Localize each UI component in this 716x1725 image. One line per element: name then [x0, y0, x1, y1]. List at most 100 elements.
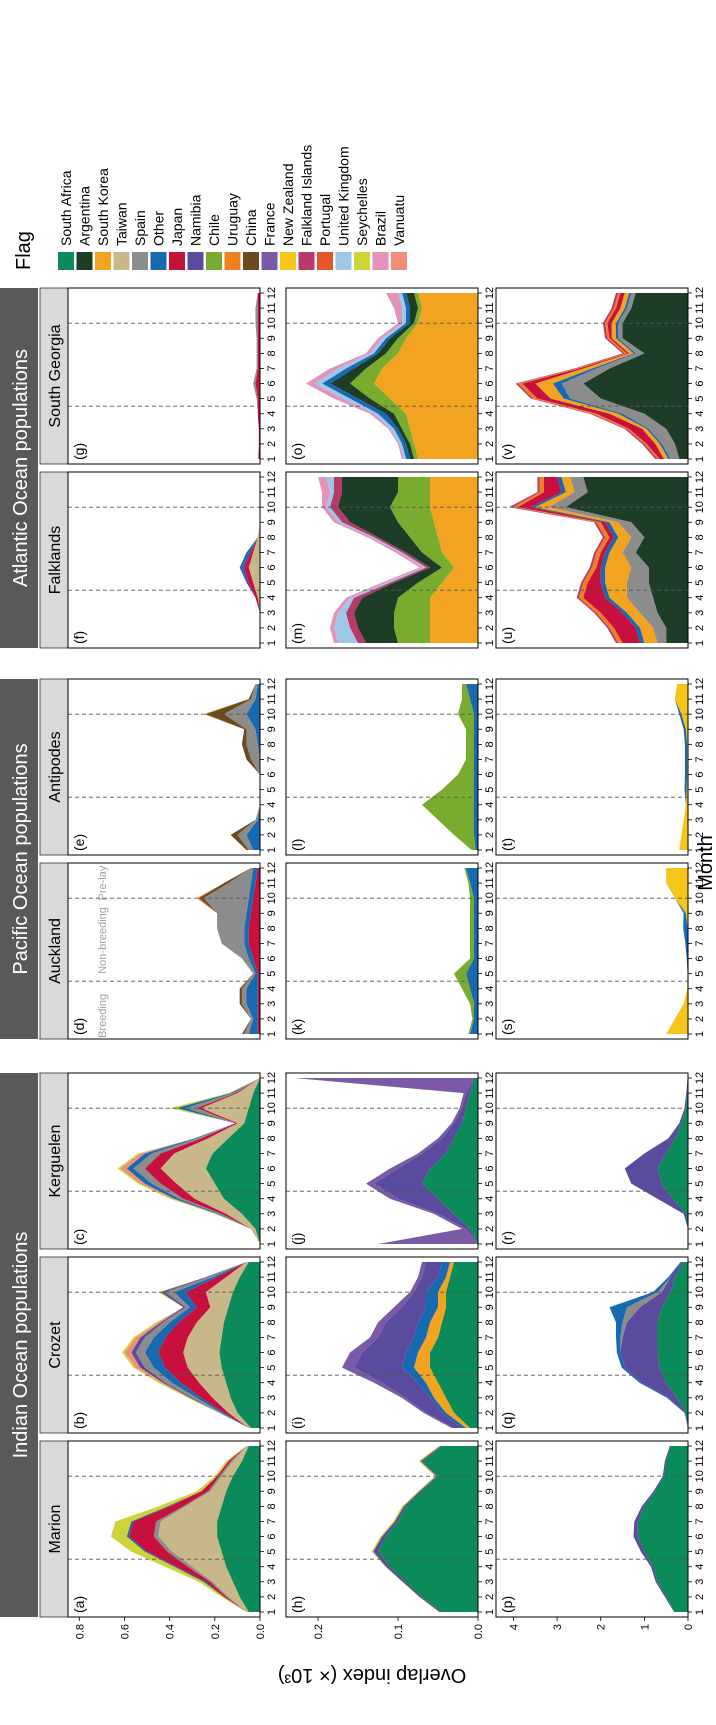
legend-label: Portugal: [317, 194, 333, 246]
x-tick-label: 12: [694, 1256, 706, 1268]
x-tick-label: 11: [694, 693, 706, 704]
phase-label-breeding: Breeding: [97, 994, 109, 1038]
x-tick-label: 9: [484, 1120, 496, 1126]
x-tick-label: 8: [266, 1135, 278, 1141]
x-tick-label: 7: [484, 365, 496, 371]
area-other: [402, 1262, 466, 1428]
strip-label-auckland: Auckland: [47, 918, 64, 984]
area-spain: [620, 1262, 688, 1428]
panel-frame: [67, 287, 261, 465]
x-tick-label: 10: [484, 892, 496, 904]
area-brazil: [318, 477, 424, 643]
x-tick-label: 5: [266, 787, 278, 793]
x-tick-label: 4: [484, 1564, 496, 1570]
legend-label: Brazil: [373, 211, 389, 246]
legend-swatch: [391, 252, 407, 270]
y-tick-label: 2: [596, 1624, 608, 1630]
x-tick-label: 9: [484, 910, 496, 916]
area-south-korea: [535, 293, 669, 459]
panel-frame: [285, 862, 479, 1040]
x-tick-label: 6: [694, 1165, 706, 1171]
legend-label: China: [243, 209, 259, 246]
x-tick-label: 4: [484, 986, 496, 992]
area-other: [666, 868, 688, 1034]
x-tick-label: 6: [694, 564, 706, 570]
panel-frame: [67, 1440, 261, 1618]
x-tick-label: 5: [694, 396, 706, 402]
y-axis-title: Overlap index (× 10³): [278, 1664, 466, 1686]
area-south-africa: [205, 1078, 260, 1244]
area-seychelles: [371, 1446, 441, 1612]
x-tick-label: 4: [266, 595, 278, 601]
x-tick-label: 8: [694, 925, 706, 931]
area-namibia: [620, 1262, 688, 1428]
x-tick-label: 2: [694, 1226, 706, 1232]
legend-swatch: [261, 252, 278, 270]
x-tick-label: 8: [484, 1319, 496, 1325]
area-spain: [133, 1078, 260, 1244]
legend-label: United Kingdom: [336, 146, 352, 246]
x-tick-label: 1: [484, 640, 496, 646]
x-tick-label: 2: [266, 625, 278, 631]
x-tick-label: 1: [694, 847, 706, 853]
x-tick-label: 4: [694, 986, 706, 992]
x-tick-label: 5: [484, 787, 496, 793]
legend-label: Uruguay: [225, 193, 241, 246]
area-chile: [350, 293, 422, 459]
x-tick-label: 11: [694, 1087, 706, 1098]
x-tick-label: 6: [484, 1349, 496, 1355]
x-tick-label: 11: [266, 1455, 278, 1466]
x-tick-label: 8: [484, 1135, 496, 1141]
x-tick-label: 6: [694, 380, 706, 386]
legend-swatch: [132, 252, 148, 270]
x-tick-label: 7: [694, 940, 706, 946]
x-tick-label: 10: [694, 1286, 706, 1298]
x-tick-label: 7: [694, 1334, 706, 1340]
x-tick-label: 1: [694, 1609, 706, 1615]
x-tick-label: 12: [484, 678, 496, 690]
area-other: [239, 477, 260, 643]
area-namibia: [624, 1078, 688, 1244]
x-tick-label: 11: [484, 1455, 496, 1466]
x-tick-label: 12: [266, 862, 278, 874]
x-tick-label: 2: [484, 832, 496, 838]
panel-tag: (r): [499, 1231, 515, 1245]
legend-swatch: [243, 252, 259, 270]
x-tick-label: 6: [484, 1533, 496, 1539]
x-tick-label: 4: [266, 1380, 278, 1386]
x-tick-label: 6: [484, 564, 496, 570]
x-tick-label: 2: [694, 832, 706, 838]
rotated-figure: Indian Ocean populations Pacific Ocean po…: [0, 145, 716, 1686]
x-tick-label: 3: [484, 426, 496, 432]
x-tick-label: 11: [266, 486, 278, 497]
x-tick-label: 9: [694, 519, 706, 525]
x-tick-label: 5: [484, 1181, 496, 1187]
area-namibia: [241, 477, 260, 643]
x-tick-label: 12: [266, 471, 278, 483]
x-tick-label: 5: [484, 396, 496, 402]
group-header-label: Atlantic Ocean populations: [10, 349, 32, 587]
x-tick-label: 5: [266, 1365, 278, 1371]
legend-swatch: [298, 252, 315, 270]
x-tick-label: 7: [694, 365, 706, 371]
x-tick-label: 11: [694, 1455, 706, 1466]
panel-tag: (e): [71, 834, 87, 851]
x-tick-label: 4: [266, 1564, 278, 1570]
legend-swatch: [76, 252, 93, 270]
x-tick-label: 7: [266, 940, 278, 946]
x-tick-label: 11: [266, 1087, 278, 1098]
area-falkland-islands: [330, 477, 430, 643]
x-tick-label: 11: [266, 1271, 278, 1282]
x-tick-label: 9: [484, 726, 496, 732]
panel-tag: (d): [71, 1018, 87, 1035]
x-tick-label: 3: [694, 610, 706, 616]
